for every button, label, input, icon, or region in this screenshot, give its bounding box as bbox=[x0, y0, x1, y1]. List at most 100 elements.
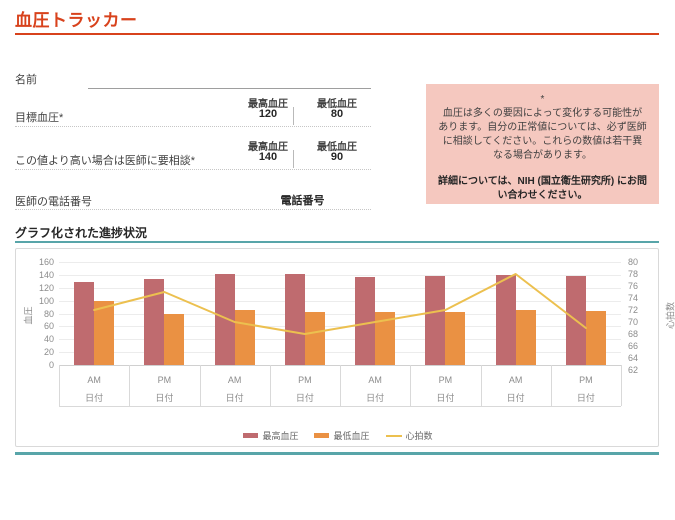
bar-diastolic bbox=[234, 310, 255, 365]
x-axis-separator bbox=[129, 365, 131, 406]
gridline bbox=[59, 313, 621, 315]
left-axis-tick: 0 bbox=[48, 360, 54, 370]
target-diastolic-header: 最低血圧 bbox=[317, 99, 357, 110]
x-axis-time-label: PM bbox=[298, 375, 312, 385]
x-axis-separator bbox=[199, 365, 201, 406]
left-axis-tick: 60 bbox=[43, 321, 54, 332]
right-axis-tick: 62 bbox=[628, 365, 639, 375]
page-title: 血圧トラッカー bbox=[15, 11, 138, 30]
x-axis-date-label: 日付 bbox=[225, 393, 244, 403]
bar-diastolic bbox=[94, 301, 115, 365]
right-axis-tick: 70 bbox=[628, 317, 639, 327]
x-axis-date-label: 日付 bbox=[506, 393, 525, 403]
x-axis-time-label: AM bbox=[508, 375, 523, 385]
legend-label: 心拍数 bbox=[405, 431, 433, 441]
consult-diastolic-value[interactable]: 90 bbox=[330, 151, 344, 163]
bar-diastolic bbox=[445, 312, 466, 365]
x-axis-separator bbox=[269, 365, 271, 406]
bar-systolic bbox=[74, 281, 95, 365]
left-axis-tick: 20 bbox=[43, 347, 54, 358]
bar-systolic bbox=[565, 276, 586, 365]
x-axis-time-label: AM bbox=[87, 375, 101, 385]
consult-divider bbox=[293, 150, 294, 168]
x-axis-time-label: AM bbox=[368, 375, 382, 385]
bar-diastolic bbox=[164, 313, 185, 365]
x-axis-separator bbox=[621, 365, 622, 406]
right-axis-tick: 66 bbox=[628, 341, 639, 351]
legend-label: 最高血圧 bbox=[262, 431, 299, 441]
bar-diastolic bbox=[585, 310, 606, 365]
left-axis-tick: 40 bbox=[43, 334, 54, 345]
name-label: 名前 bbox=[15, 74, 37, 86]
right-axis-tick: 72 bbox=[628, 305, 639, 315]
target-systolic-value[interactable]: 120 bbox=[258, 108, 278, 120]
legend-bar-swatch bbox=[314, 433, 330, 438]
chart-section-title: グラフ化された進捗状況 bbox=[15, 226, 148, 240]
bar-systolic bbox=[425, 276, 446, 365]
left-axis-title: 血圧 bbox=[23, 306, 34, 325]
bar-systolic bbox=[214, 273, 235, 365]
x-axis-bottom-border bbox=[59, 406, 621, 407]
bar-systolic bbox=[495, 274, 516, 365]
legend-item: 最低血圧 bbox=[314, 429, 370, 442]
x-axis-separator bbox=[340, 365, 341, 406]
consult-systolic-value[interactable]: 140 bbox=[258, 151, 278, 163]
x-axis-separator bbox=[550, 365, 552, 406]
gridline bbox=[59, 339, 621, 341]
gridline bbox=[59, 326, 621, 328]
right-axis-tick: 68 bbox=[628, 329, 639, 339]
consult-systolic-header: 最高血圧 bbox=[248, 142, 288, 153]
right-axis-tick: 78 bbox=[628, 269, 639, 279]
note-asterisk: * bbox=[540, 94, 545, 105]
target-bp-label: 目標血圧* bbox=[15, 112, 64, 124]
right-axis-title: 心拍数 bbox=[665, 301, 675, 329]
progress-chart: 160 140 120 100 80 60 40 20 0 80 78 76 74 72 70 68 66 64 6… bbox=[15, 248, 675, 447]
note-body: 血圧は多くの要因によって変化する可能性があります。自分の正常値については、必ず医… bbox=[438, 108, 647, 161]
doctor-phone-label: 医師の電話番号 bbox=[15, 196, 92, 208]
legend-item: 最高血圧 bbox=[243, 429, 298, 442]
gridline bbox=[59, 262, 621, 263]
legend-label: 最低血圧 bbox=[333, 431, 370, 441]
x-axis-time-label: PM bbox=[157, 375, 172, 385]
consult-label: この値より高い場合は医師に要相談* bbox=[15, 155, 196, 167]
x-axis-time-label: PM bbox=[438, 375, 453, 385]
x-axis-date-label: 日付 bbox=[155, 393, 174, 403]
row-separator bbox=[15, 126, 371, 127]
left-axis-tick: 100 bbox=[38, 295, 54, 306]
x-axis-date-label: 日付 bbox=[576, 393, 595, 403]
x-axis-separator bbox=[410, 365, 412, 406]
x-axis-separator bbox=[480, 365, 482, 406]
bar-systolic bbox=[284, 274, 305, 365]
right-axis-tick: 64 bbox=[628, 353, 639, 363]
x-axis-date-label: 日付 bbox=[366, 393, 385, 403]
target-diastolic-value[interactable]: 80 bbox=[330, 108, 344, 120]
section-underline bbox=[15, 241, 659, 243]
x-axis-time-label: AM bbox=[227, 375, 242, 385]
consult-diastolic-header: 最低血圧 bbox=[317, 142, 357, 153]
bp-disclaimer-note: * 血圧は多くの要因によって変化する可能性があります。自分の正常値については、必… bbox=[426, 84, 659, 204]
x-axis-time-label: PM bbox=[579, 375, 593, 385]
doctor-phone-value[interactable]: 電話番号 bbox=[280, 195, 325, 207]
gridline bbox=[59, 274, 621, 276]
x-axis-date-label: 日付 bbox=[295, 393, 314, 403]
right-axis-tick: 76 bbox=[628, 281, 639, 291]
left-axis-tick: 80 bbox=[43, 308, 54, 319]
row-separator bbox=[15, 209, 371, 210]
gridline bbox=[59, 287, 621, 289]
target-systolic-header: 最高血圧 bbox=[248, 99, 288, 110]
note-contact: 詳細については、NIH (国立衛生研究所) にお問い合わせください。 bbox=[438, 176, 647, 201]
target-divider bbox=[293, 107, 294, 125]
name-field[interactable] bbox=[88, 73, 371, 89]
x-axis-separator bbox=[59, 365, 60, 406]
title-underline bbox=[15, 33, 659, 35]
legend-item: 心拍数 bbox=[385, 429, 433, 442]
right-axis-tick: 80 bbox=[628, 257, 639, 267]
legend-bar-swatch bbox=[243, 433, 259, 438]
left-axis-tick: 140 bbox=[38, 269, 54, 280]
row-separator bbox=[15, 169, 371, 170]
bar-diastolic bbox=[375, 311, 396, 365]
bar-systolic bbox=[144, 279, 165, 365]
bottom-rule bbox=[15, 452, 659, 455]
x-axis-date-label: 日付 bbox=[436, 393, 455, 403]
